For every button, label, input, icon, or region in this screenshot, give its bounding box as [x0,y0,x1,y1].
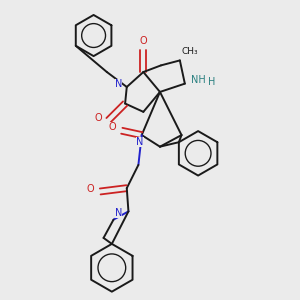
Text: N: N [115,79,122,89]
Text: CH₃: CH₃ [182,46,198,56]
Text: O: O [140,36,147,46]
Text: N: N [115,208,122,218]
Text: H: H [208,77,216,87]
Text: NH: NH [191,75,206,85]
Text: O: O [108,122,116,132]
Text: N: N [136,137,144,147]
Text: O: O [95,113,102,124]
Text: O: O [86,184,94,194]
